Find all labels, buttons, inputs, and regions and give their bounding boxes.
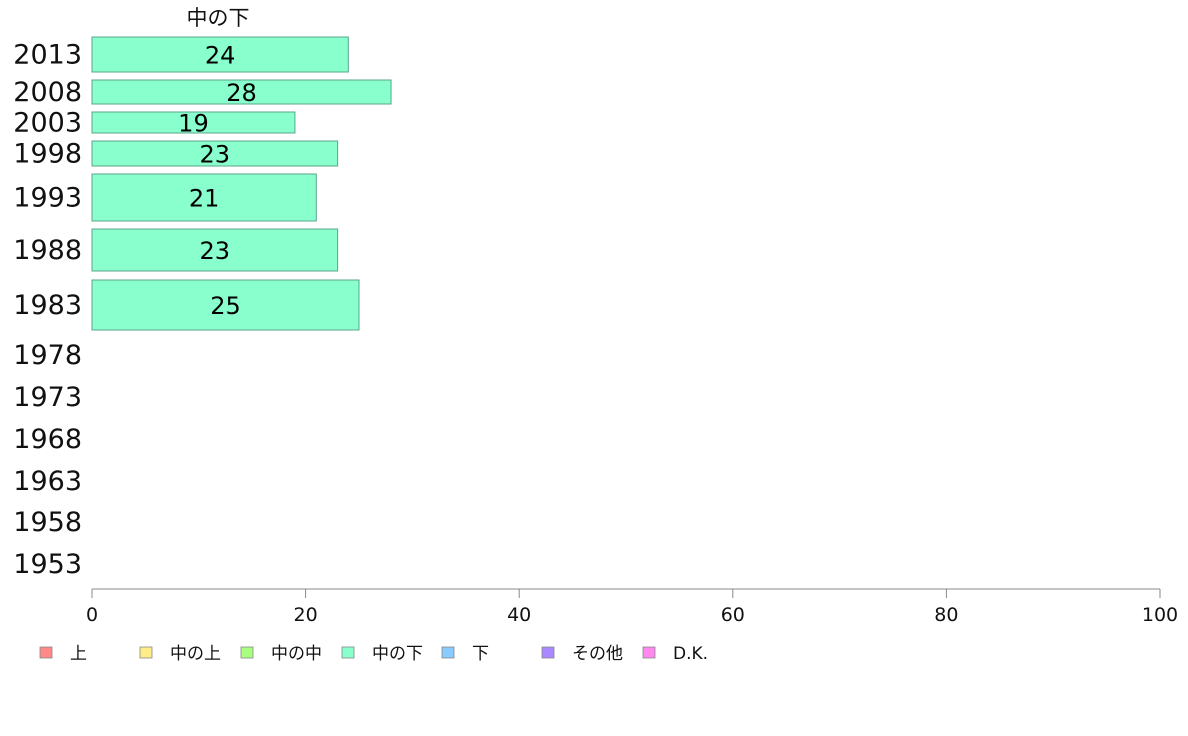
- bar: [91, 79, 392, 105]
- bar-value-label: 19: [178, 110, 209, 138]
- x-tick-label: 20: [294, 604, 318, 626]
- legend-label: 上: [70, 644, 87, 664]
- bar-value-label: 25: [210, 292, 241, 320]
- bar: [91, 173, 317, 222]
- x-tick-label: 100: [1142, 604, 1178, 626]
- x-tick-label: 60: [721, 604, 745, 626]
- bars-group: 24 28 19 23 21 23 25: [91, 36, 392, 331]
- legend-label: 中の上: [170, 644, 221, 664]
- bar-value-label: 23: [200, 141, 231, 169]
- y-tick-label: 1998: [13, 139, 82, 170]
- x-tick-label: 40: [507, 604, 531, 626]
- legend-swatch: [240, 646, 254, 659]
- bar-value-label: 23: [200, 237, 231, 265]
- bar-value-label: 28: [226, 79, 257, 107]
- bar-value-label: 24: [205, 42, 236, 70]
- bar: [91, 36, 349, 73]
- bar: [91, 140, 339, 167]
- bar: [91, 228, 339, 272]
- legend-label: 中の中: [271, 644, 322, 664]
- y-tick-label: 1978: [13, 340, 82, 371]
- y-tick-label: 1953: [13, 549, 82, 580]
- y-tick-label: 1988: [13, 235, 82, 266]
- x-axis: 0 20 40 60 80 100: [86, 588, 1178, 626]
- legend: 上 中の上 中の中 中の下 下 その他 D.K.: [39, 644, 708, 664]
- legend-swatch: [541, 646, 555, 659]
- y-tick-label: 1973: [13, 382, 82, 413]
- legend-swatch: [642, 646, 656, 659]
- y-tick-label: 2013: [13, 40, 82, 71]
- y-tick-label: 1963: [13, 466, 82, 497]
- x-tick-label: 80: [934, 604, 958, 626]
- y-tick-label: 1993: [13, 183, 82, 214]
- bar: [91, 111, 296, 134]
- legend-swatch: [341, 646, 355, 659]
- bar-value-label: 21: [189, 185, 220, 213]
- legend-label: その他: [572, 644, 623, 664]
- legend-label: 中の下: [372, 644, 423, 664]
- y-tick-label: 1968: [13, 424, 82, 455]
- legend-label: D.K.: [673, 644, 708, 664]
- y-tick-label: 2003: [13, 108, 82, 139]
- y-tick-label: 1983: [13, 290, 82, 321]
- legend-label: 下: [472, 644, 489, 664]
- chart-title: 中の下: [187, 6, 250, 30]
- legend-swatch: [39, 646, 53, 659]
- legend-swatch: [441, 646, 455, 659]
- bar: [91, 279, 360, 331]
- y-tick-label: 2008: [13, 77, 82, 108]
- legend-swatch: [139, 646, 153, 659]
- x-tick-label: 0: [86, 604, 98, 626]
- y-tick-label: 1958: [13, 507, 82, 538]
